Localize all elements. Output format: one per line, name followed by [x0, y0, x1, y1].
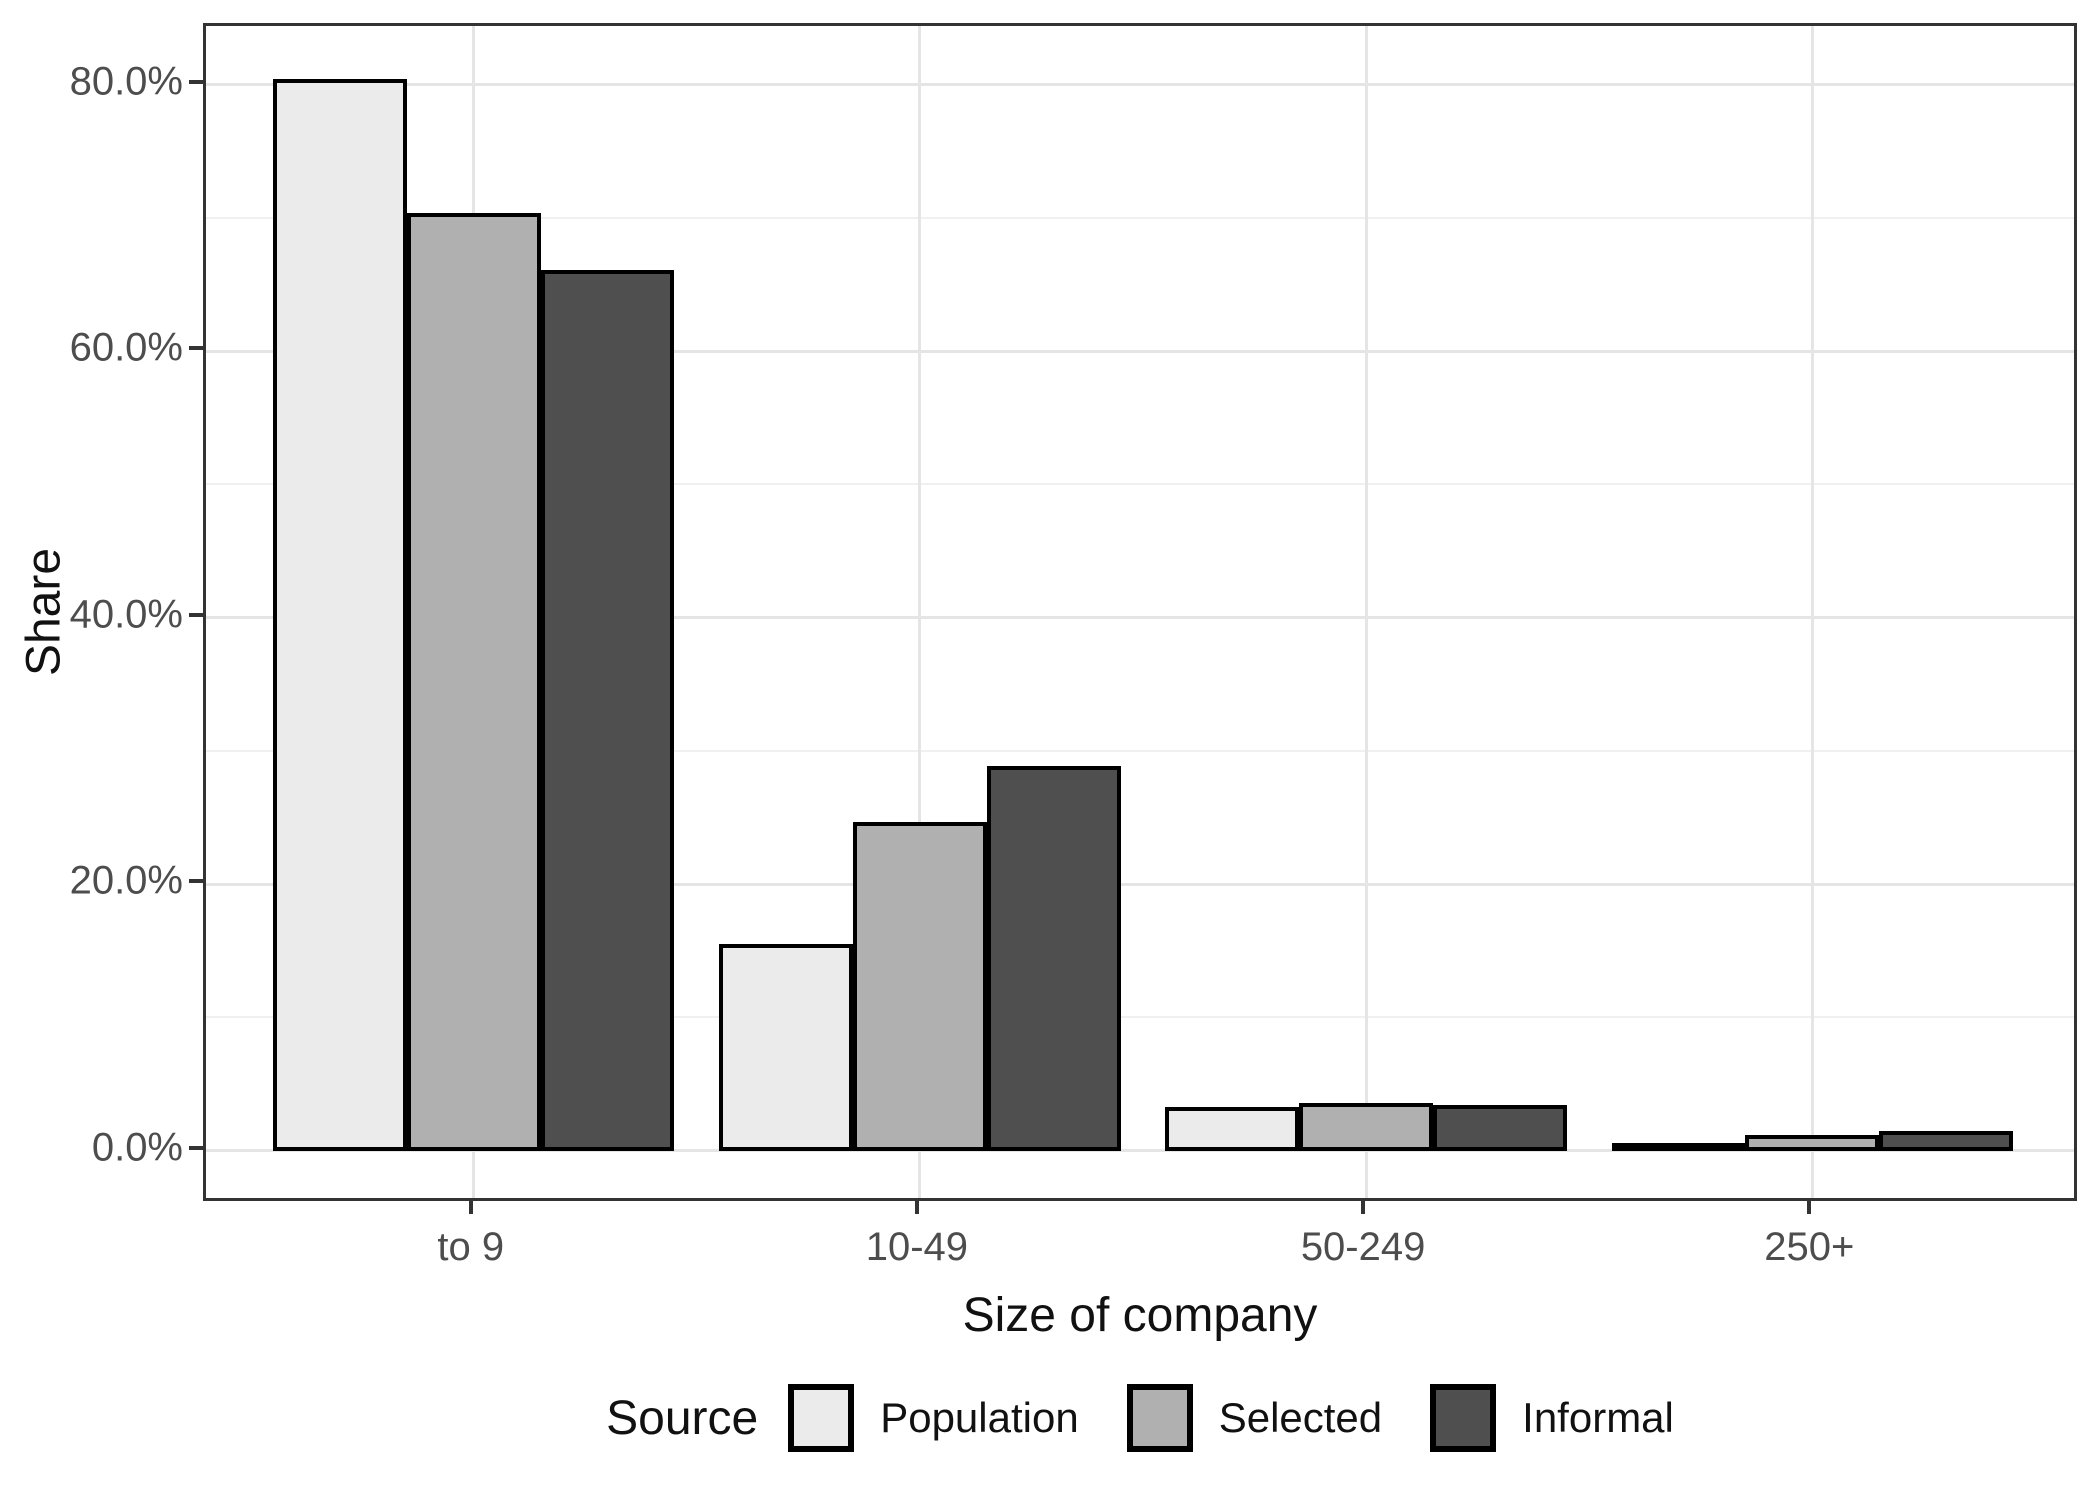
- legend-entry-population: Population: [788, 1384, 1079, 1452]
- bar-informal-3: [1433, 1105, 1567, 1151]
- gridline-major: [206, 882, 2074, 886]
- bar-selected-3: [1299, 1102, 1433, 1151]
- x-tick-label: 250+: [1764, 1225, 1855, 1269]
- legend-entry-selected: Selected: [1126, 1384, 1383, 1452]
- gridline-minor: [206, 749, 2074, 752]
- gridline-vertical: [1810, 26, 1814, 1198]
- x-tick-mark: [1807, 1201, 1812, 1214]
- legend-swatch-selected: [1126, 1384, 1193, 1452]
- y-tick-mark: [189, 346, 203, 351]
- bar-selected-4: [1745, 1134, 1880, 1151]
- gridline-vertical: [1364, 26, 1368, 1198]
- legend-entry-informal: Informal: [1430, 1384, 1674, 1452]
- bar-selected-1: [406, 212, 541, 1151]
- legend: Source Population Selected Informal: [203, 1376, 2077, 1460]
- bar-population-3: [1165, 1106, 1300, 1151]
- bar-informal-1: [540, 269, 675, 1151]
- y-tick-label: 40.0%: [69, 592, 183, 637]
- gridline-minor: [206, 483, 2074, 486]
- gridline-minor: [206, 216, 2074, 219]
- y-axis-title: Share: [17, 547, 71, 677]
- y-tick-label: 60.0%: [69, 325, 183, 370]
- bar-population-1: [272, 79, 407, 1151]
- legend-entries: Population Selected Informal: [788, 1384, 1674, 1452]
- legend-label: Informal: [1522, 1394, 1674, 1441]
- legend-label: Population: [880, 1394, 1079, 1441]
- legend-swatch-population: [788, 1384, 855, 1452]
- gridline-minor: [206, 1016, 2074, 1019]
- x-tick-mark: [914, 1201, 919, 1214]
- bar-selected-2: [852, 821, 987, 1151]
- x-tick-label: to 9: [437, 1225, 505, 1269]
- legend-label: Selected: [1218, 1394, 1383, 1441]
- y-tick-label: 0.0%: [91, 1125, 183, 1170]
- gridline-vertical: [918, 26, 922, 1198]
- y-tick-mark: [189, 1145, 203, 1150]
- gridline-major: [206, 616, 2074, 620]
- y-tick-mark: [189, 879, 203, 884]
- x-axis-title: Size of company: [962, 1289, 1318, 1342]
- y-tick-mark: [189, 612, 203, 617]
- plot-panel: [203, 23, 2077, 1201]
- bar-population-2: [719, 944, 853, 1151]
- y-tick-mark: [189, 79, 203, 84]
- bar-informal-4: [1879, 1130, 2014, 1151]
- y-tick-label: 20.0%: [69, 858, 183, 903]
- bar-informal-2: [986, 765, 1121, 1151]
- x-tick-label: 50-249: [1300, 1225, 1426, 1269]
- x-tick-mark: [468, 1201, 473, 1214]
- legend-swatch-informal: [1430, 1384, 1497, 1452]
- y-tick-label: 80.0%: [69, 59, 183, 104]
- x-tick-mark: [1361, 1201, 1366, 1214]
- bar-population-4: [1611, 1142, 1746, 1151]
- x-tick-label: 10-49: [865, 1225, 969, 1269]
- gridline-major: [206, 83, 2074, 87]
- legend-title: Source: [606, 1391, 759, 1445]
- gridline-major: [206, 1149, 2074, 1153]
- gridline-major: [206, 349, 2074, 353]
